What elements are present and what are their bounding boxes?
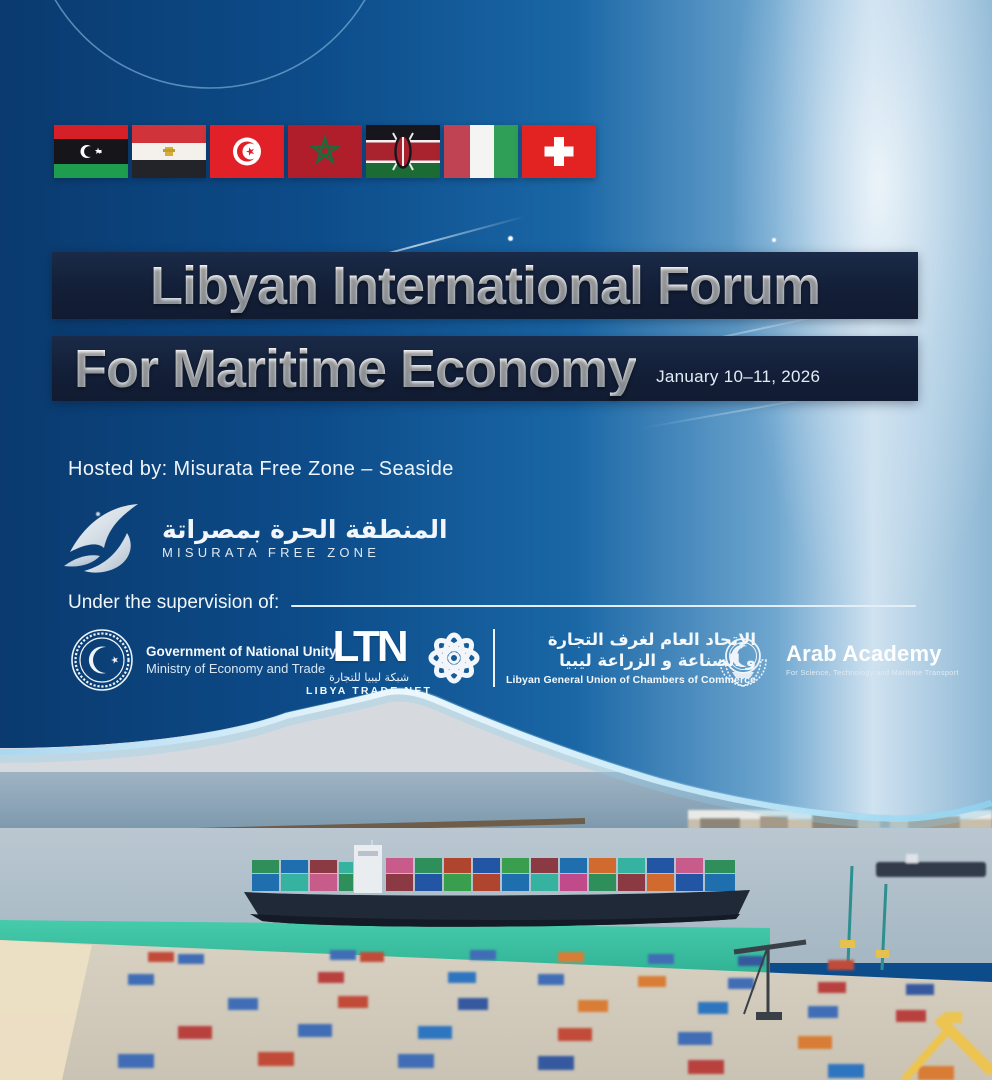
yellow-crane: [901, 1012, 992, 1080]
flags-row: [54, 125, 596, 178]
chambers-union-logo: الإتحاد العام لغرف التجارة و الصناعة و ا…: [424, 628, 756, 688]
sparkle-dot: [772, 238, 776, 242]
event-date: January 10–11, 2026: [656, 367, 821, 386]
harbor-cranes-right: [840, 865, 889, 971]
ship-containers: [252, 858, 735, 891]
hosted-by-text: Hosted by: Misurata Free Zone – Seaside: [68, 458, 454, 480]
container-yard: [0, 940, 992, 1080]
ltn-wordmark: LTN: [332, 622, 408, 671]
divider-line: [291, 605, 916, 607]
yard-containers: [118, 950, 954, 1080]
cargo-ship-small: [876, 854, 986, 877]
flag-italy: [444, 125, 518, 178]
arab-academy-emblem-icon: [719, 638, 767, 687]
title-line2: For Maritime Economy: [74, 338, 637, 399]
sparkle-dot: [508, 236, 513, 241]
government-line1: Government of National Unity: [146, 644, 337, 659]
flag-morocco: [288, 125, 362, 178]
title-line1: Libyan International Forum: [149, 255, 821, 316]
libya-trade-net-logo: LTN شبكة ليبيا للتجارة LIBYA TRADE NET: [306, 622, 433, 697]
flag-kenya: [366, 125, 440, 178]
government-logo: Government of National Unity Ministry of…: [70, 628, 337, 692]
government-line2: Ministry of Economy and Trade: [146, 661, 326, 676]
arab-academy-name: Arab Academy: [786, 641, 942, 666]
yard-crane: [733, 939, 807, 1020]
title-bar-1: Libyan International Forum: [52, 252, 918, 319]
government-seal-icon: [71, 629, 133, 691]
flag-tunisia: [210, 125, 284, 178]
flag-switzerland: [522, 125, 596, 178]
misurata-english-name: MISURATA FREE ZONE: [162, 545, 381, 561]
ltn-arabic: شبكة ليبيا للتجارة: [329, 670, 410, 684]
supervision-label: Under the supervision of:: [68, 592, 280, 613]
chambers-rosette-icon: [428, 632, 480, 684]
container-ship: [244, 840, 750, 927]
ltn-english: LIBYA TRADE NET: [306, 684, 433, 697]
wave-highlight: [0, 688, 992, 823]
arab-academy-tagline: For Science, Technology and Maritime Tra…: [786, 668, 959, 677]
flag-egypt: [132, 125, 206, 178]
arab-academy-logo: Arab Academy For Science, Technology and…: [710, 626, 959, 692]
supervision-row: Under the supervision of:: [68, 592, 916, 614]
decor-arc: [54, 0, 366, 89]
logo-divider: [493, 629, 495, 687]
sparkle-dot: [96, 512, 100, 516]
misurata-arabic-name: المنطقة الحرة بمصراتة: [162, 514, 448, 544]
misurata-logo-mark: [64, 504, 138, 573]
misurata-free-zone-logo: المنطقة الحرة بمصراتة MISURATA FREE ZONE: [56, 496, 448, 580]
chambers-arabic-line1: الإتحاد العام لغرف التجارة: [547, 629, 757, 649]
flag-libya: [54, 125, 128, 178]
title-bar-2: For Maritime Economy January 10–11, 2026: [52, 336, 918, 401]
supervisors-row: Government of National Unity Ministry of…: [0, 622, 992, 712]
chambers-arabic-line2: و الصناعة و الزراعة ليبيا: [559, 650, 757, 670]
ship-hull: [244, 890, 750, 927]
chambers-english: Libyan General Union of Chambers of Comm…: [506, 674, 757, 687]
